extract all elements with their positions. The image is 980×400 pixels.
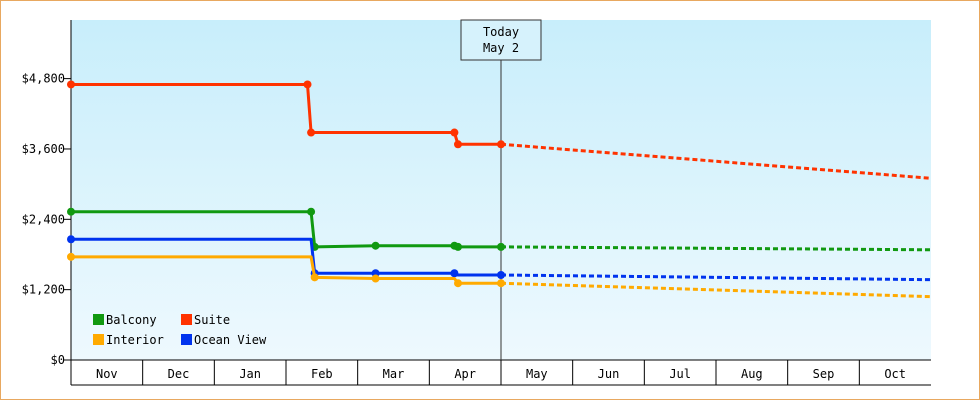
- y-tick-label: $0: [51, 353, 65, 367]
- data-point-suite: [450, 128, 459, 137]
- legend-label-interior: Interior: [106, 333, 164, 347]
- legend-swatch-balcony: [93, 314, 104, 325]
- legend-swatch-suite: [181, 314, 192, 325]
- y-tick-label: $2,400: [22, 212, 65, 226]
- today-box: [460, 19, 542, 61]
- today-marker: Today May 2: [460, 19, 542, 360]
- x-tick-label-nov: Nov: [96, 367, 118, 381]
- data-point-interior: [67, 252, 75, 261]
- x-tick-label-sep: Sep: [813, 367, 835, 381]
- data-point-balcony: [307, 207, 316, 216]
- legend-label-ocean-view: Ocean View: [194, 333, 267, 347]
- x-tick-label-apr: Apr: [454, 367, 476, 381]
- data-point-suite: [307, 128, 316, 137]
- data-point-ocean-view: [450, 269, 459, 278]
- legend-swatch-ocean-view: [181, 334, 192, 345]
- x-tick-label-mar: Mar: [383, 367, 405, 381]
- today-label: Today: [483, 25, 519, 39]
- data-point-suite: [497, 140, 505, 149]
- data-point-ocean-view: [497, 271, 505, 279]
- x-tick-label-feb: Feb: [311, 367, 333, 381]
- axes: $0 $1,200 $2,400 $3,600 $4,800 Nov Dec Jan Feb Ma…: [22, 20, 931, 386]
- data-point-suite: [67, 80, 75, 89]
- data-point-interior: [310, 273, 319, 282]
- legend-label-balcony: Balcony: [106, 313, 157, 327]
- y-tick-label: $4,800: [22, 72, 65, 86]
- data-point-balcony: [454, 242, 462, 251]
- x-tick-label-oct: Oct: [884, 367, 906, 381]
- data-point-suite: [303, 80, 312, 89]
- x-tick-label-jan: Jan: [239, 367, 261, 381]
- data-point-ocean-view: [67, 235, 75, 244]
- legend: Balcony Suite Interior Ocean View: [93, 313, 267, 347]
- data-point-suite: [454, 140, 462, 149]
- legend-label-suite: Suite: [194, 313, 230, 327]
- today-date: May 2: [483, 41, 519, 55]
- legend-swatch-interior: [93, 334, 104, 345]
- x-tick-label-jun: Jun: [598, 367, 620, 381]
- x-tick-label-dec: Dec: [168, 367, 190, 381]
- data-point-balcony: [497, 242, 505, 251]
- data-point-balcony: [371, 241, 380, 250]
- y-tick-label: $3,600: [22, 142, 65, 156]
- data-point-interior: [497, 279, 505, 288]
- data-point-balcony: [67, 207, 75, 216]
- y-tick-label: $1,200: [22, 283, 65, 297]
- x-tick-label-aug: Aug: [741, 367, 763, 381]
- series-line-suite: [71, 82, 501, 146]
- x-tick-label-may: May: [526, 367, 548, 381]
- data-point-interior: [371, 274, 380, 283]
- series-layer: [67, 80, 932, 299]
- x-tick-label-jul: Jul: [669, 367, 691, 381]
- data-point-interior: [454, 279, 462, 288]
